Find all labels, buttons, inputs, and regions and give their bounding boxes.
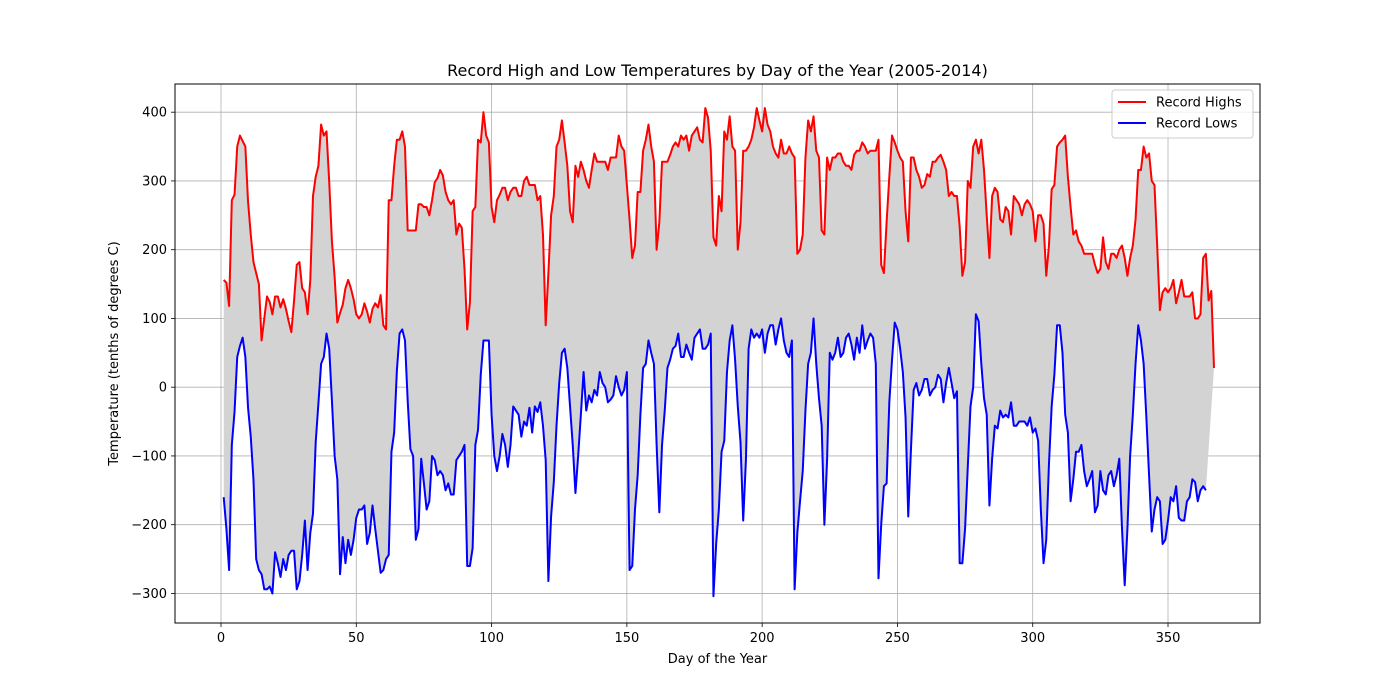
legend: Record Highs Record Lows — [1111, 89, 1254, 139]
y-tick-label: 300 — [142, 174, 167, 189]
y-axis-ticks: −300 −200 −100 0 100 200 300 400 — [131, 106, 175, 602]
series-lines — [222, 107, 1215, 598]
x-axis-ticks: 0 50 100 150 200 250 300 350 — [217, 623, 1181, 646]
x-tick-label: 350 — [1156, 631, 1181, 646]
x-tick-label: 150 — [614, 631, 639, 646]
y-axis-label: Temperature (tenths of degrees C) — [107, 241, 122, 466]
x-tick-label: 0 — [217, 631, 225, 646]
legend-box — [1111, 89, 1254, 139]
y-tick-label: −200 — [131, 518, 167, 533]
y-tick-label: −300 — [131, 587, 167, 602]
record-highs-line — [222, 107, 1215, 368]
x-tick-label: 200 — [750, 631, 775, 646]
y-tick-label: −100 — [131, 449, 167, 464]
y-tick-label: 200 — [142, 243, 167, 258]
x-tick-label: 250 — [885, 631, 910, 646]
x-tick-label: 50 — [348, 631, 365, 646]
x-tick-label: 300 — [1020, 631, 1045, 646]
axes-frame — [174, 83, 1261, 624]
record-lows-line — [222, 313, 1207, 598]
y-tick-label: 0 — [159, 381, 167, 396]
y-tick-label: 100 — [142, 312, 167, 327]
legend-lows-label: Record Lows — [1156, 117, 1238, 132]
x-tick-label: 100 — [479, 631, 504, 646]
x-axis-label: Day of the Year — [668, 652, 768, 667]
legend-highs-label: Record Highs — [1156, 96, 1242, 111]
y-tick-label: 400 — [142, 106, 167, 121]
chart-title: Record High and Low Temperatures by Day … — [447, 61, 988, 80]
